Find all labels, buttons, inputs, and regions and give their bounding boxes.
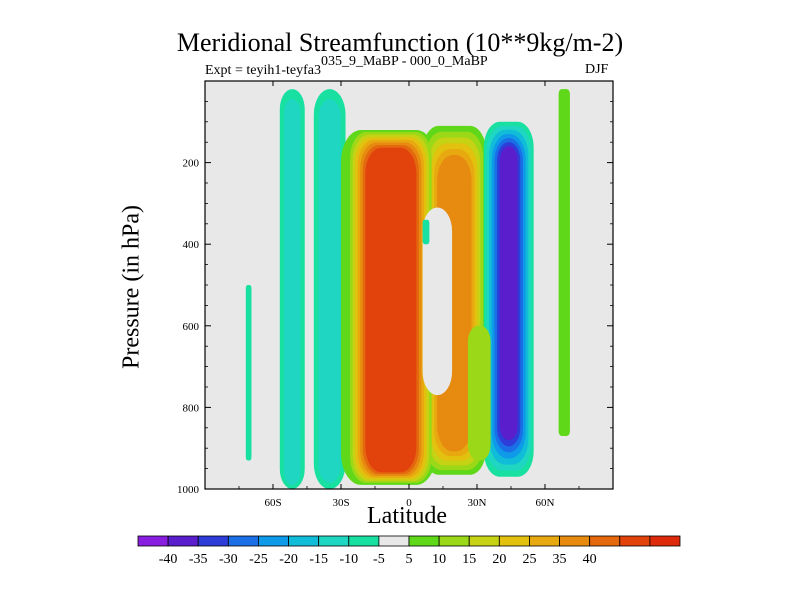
colorbar-swatch xyxy=(408,535,440,547)
colorbar-swatch xyxy=(227,535,259,547)
y-tick-label: 400 xyxy=(183,239,200,251)
cell-40N-6 xyxy=(499,146,518,441)
colorbar-label: -25 xyxy=(249,552,268,567)
colorbar-label: -10 xyxy=(339,552,358,567)
colorbar-swatch xyxy=(468,535,500,547)
colorbar-label: 25 xyxy=(522,552,536,567)
colorbar-label: -20 xyxy=(279,552,298,567)
x-tick-label: 30S xyxy=(332,497,349,509)
y-tick-label: 800 xyxy=(183,402,200,414)
x-tick-label: 0 xyxy=(406,497,412,509)
x-tick-label: 60S xyxy=(264,497,281,509)
colorbar-label: -5 xyxy=(373,552,385,567)
colorbar-swatch xyxy=(649,535,681,547)
experiment-label: Expt = teyih1-teyfa3035_9_MaBP - 000_0_M… xyxy=(205,54,488,79)
y-axis-label: Pressure (in hPa) xyxy=(118,205,145,369)
experiment-name: Expt = teyih1-teyfa3 xyxy=(205,63,321,78)
x-axis-label: Latitude xyxy=(367,503,447,529)
season-label: DJF xyxy=(585,62,609,77)
cell-10N-hole xyxy=(422,207,453,396)
colorbar-label: -30 xyxy=(219,552,238,567)
colorbar-swatch xyxy=(258,535,289,547)
y-tick-label: 200 xyxy=(183,158,200,170)
cell-30N-lower xyxy=(467,325,491,461)
colorbar-label: 15 xyxy=(462,552,476,567)
colorbar-swatch xyxy=(378,535,410,547)
colorbar-swatch xyxy=(137,535,169,547)
colorbar-swatch xyxy=(167,535,199,547)
colorbar-swatch xyxy=(619,535,651,547)
colorbar-swatch xyxy=(529,535,560,547)
axis-ticks: 60S 30S 0 30N 60N 200 400 600 800 1000 xyxy=(177,81,613,509)
cell-70N-strip xyxy=(558,89,570,436)
chart-title: Meridional Streamfunction (10**9kg/m-2) xyxy=(176,28,624,57)
colorbar-label: 5 xyxy=(406,552,413,567)
colorbar-swatch xyxy=(438,535,470,547)
experiment-period: 035_9_MaBP - 000_0_MaBP xyxy=(320,54,488,69)
colorbar-label: -40 xyxy=(159,552,178,567)
cell-50S-1 xyxy=(284,99,301,486)
x-tick-label: 30N xyxy=(468,497,487,509)
main-cell-7 xyxy=(367,150,414,471)
colorbar-label: 10 xyxy=(432,552,446,567)
colorbar-label: -15 xyxy=(309,552,328,567)
colorbar-swatch xyxy=(589,535,621,547)
colorbar-label: 20 xyxy=(492,552,506,567)
colorbar-label: 35 xyxy=(553,552,567,567)
colorbar-swatch xyxy=(318,535,350,547)
colorbar-swatch xyxy=(288,535,320,547)
colorbar-label: -35 xyxy=(189,552,208,567)
y-tick-label: 600 xyxy=(183,321,200,333)
colorbar-swatch xyxy=(498,535,530,547)
cell-10N-speck xyxy=(422,219,430,245)
colorbar: -40 -35 -30 -25 -20 -15 -10 -5 5 10 15 20 25 35 40 xyxy=(137,535,681,567)
colorbar-swatch xyxy=(559,535,591,547)
y-tick-label: 1000 xyxy=(177,484,200,496)
plot-area xyxy=(205,81,613,489)
colorbar-swatch xyxy=(348,535,380,547)
colorbar-label: 40 xyxy=(583,552,597,567)
x-tick-label: 60N xyxy=(536,497,555,509)
colorbar-swatch xyxy=(197,535,229,547)
cell-83S-strip xyxy=(245,285,252,461)
cell-35S-1 xyxy=(318,99,341,484)
